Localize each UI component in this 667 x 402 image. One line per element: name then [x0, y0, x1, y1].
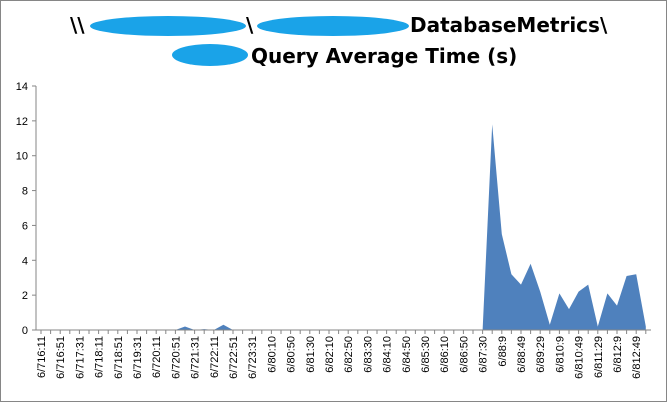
y-tick-label: 6: [22, 220, 28, 232]
x-tick-label: 6/718:51: [113, 336, 125, 379]
x-tick-label: 6/85:30: [420, 336, 432, 373]
title-part: \\: [70, 13, 85, 37]
y-tick-label: 10: [16, 151, 28, 163]
y-tick-label: 4: [22, 255, 28, 267]
x-tick-label: 6/86:50: [458, 336, 470, 373]
y-tick-label: 14: [16, 81, 28, 93]
title-part: \: [246, 13, 254, 37]
x-tick-label: 6/721:31: [190, 336, 202, 379]
x-tick-label: 6/84:10: [382, 336, 394, 373]
x-tick-label: 6/84:50: [401, 336, 413, 373]
x-tick-label: 6/81:30: [305, 336, 317, 373]
x-tick-label: 6/86:10: [439, 336, 451, 373]
area: [41, 124, 646, 330]
x-tick-label: 6/810:9: [554, 336, 566, 373]
x-tick-label: 6/716:51: [55, 336, 67, 379]
x-tick-label: 6/810:49: [574, 336, 586, 379]
x-tick-label: 6/720:11: [151, 336, 163, 378]
x-tick-label: 6/812:49: [631, 336, 643, 379]
x-tick-label: 6/83:30: [362, 336, 374, 373]
x-tick-label: 6/87:30: [478, 336, 490, 373]
x-tick-label: 6/723:31: [247, 336, 259, 379]
x-tick-label: 6/718:11: [94, 336, 106, 378]
x-tick-label: 6/89:29: [535, 336, 547, 373]
x-tick-label: 6/88:49: [516, 336, 528, 373]
x-tick-label: 6/812:9: [612, 336, 624, 373]
y-tick-label: 2: [22, 290, 28, 302]
x-tick-label: 6/80:10: [266, 336, 278, 373]
x-tick-label: 6/811:29: [593, 336, 605, 378]
x-tick-label: 6/82:10: [324, 336, 336, 373]
y-tick-label: 12: [16, 116, 28, 128]
redaction: [90, 16, 246, 36]
y-tick-label: 8: [22, 186, 28, 198]
x-tick-label: 6/82:50: [343, 336, 355, 373]
x-tick-label: 6/722:11: [209, 336, 221, 378]
x-tick-label: 6/720:51: [170, 336, 182, 379]
x-tick-label: 6/722:51: [228, 336, 240, 379]
x-tick-label: 6/717:31: [74, 336, 86, 379]
title-part: DatabaseMetrics\: [410, 13, 608, 37]
y-tick-label: 0: [22, 325, 28, 337]
x-tick-label: 6/80:50: [286, 336, 298, 373]
redaction: [257, 16, 409, 36]
x-tick-label: 6/719:31: [132, 336, 144, 379]
x-tick-label: 6/88:9: [497, 336, 509, 367]
x-tick-label: 6/716:11: [36, 336, 48, 378]
title-line2: Query Average Time (s): [251, 44, 517, 68]
redaction: [172, 44, 248, 66]
